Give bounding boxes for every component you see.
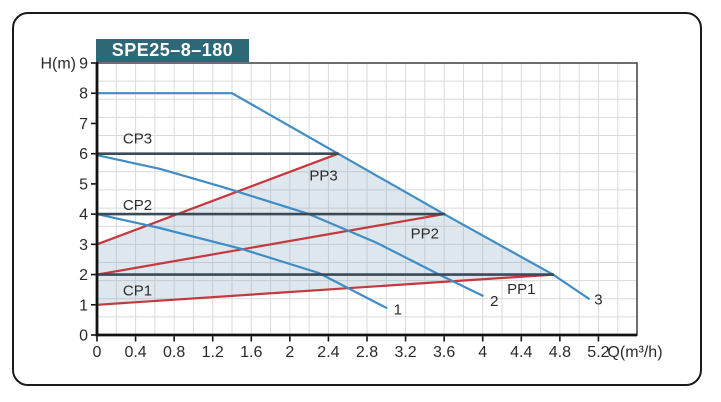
chart-title-box: SPE25–8–180 — [96, 39, 249, 62]
x-tick-label: 2.4 — [317, 344, 339, 361]
y-tick-label: 9 — [79, 56, 88, 73]
series-1 — [95, 213, 388, 309]
x-tick-label: 2 — [285, 344, 294, 361]
curve-label-PP2: PP2 — [411, 225, 439, 242]
x-tick-label: 0.4 — [124, 344, 146, 361]
x-axis-title: Q(m³/h) — [607, 344, 662, 361]
curve-label-1: 1 — [394, 301, 402, 318]
x-tick-label: 2.8 — [356, 344, 378, 361]
curve-label-2: 2 — [490, 293, 498, 310]
x-tick-label: 4.8 — [549, 344, 571, 361]
y-tick-label: 1 — [79, 297, 88, 314]
y-tick-label: 7 — [79, 116, 88, 133]
curve-label-CP1: CP1 — [123, 282, 152, 299]
x-tick-label: 1.6 — [240, 344, 262, 361]
x-tick-label: 3.2 — [394, 344, 416, 361]
series-3 — [95, 92, 590, 300]
x-tick-label: 0 — [93, 344, 102, 361]
y-axis-title: H(m) — [40, 56, 76, 73]
outer-frame — [12, 12, 702, 386]
x-tick-label: 1.2 — [202, 344, 224, 361]
chart-title: SPE25–8–180 — [111, 40, 234, 60]
y-tick-label: 3 — [79, 237, 88, 254]
y-tick-label: 2 — [79, 267, 88, 284]
y-tick-label: 8 — [79, 86, 88, 103]
curve-label-PP3: PP3 — [309, 167, 337, 184]
x-tick-label: 4.4 — [510, 344, 532, 361]
x-tick-label: 5.2 — [587, 344, 609, 361]
x-tick-label: 0.8 — [163, 344, 185, 361]
series-PP2 — [95, 213, 446, 276]
curve-label-PP1: PP1 — [507, 281, 535, 298]
curve-label-3: 3 — [594, 291, 602, 308]
y-tick-label: 5 — [79, 176, 88, 193]
y-tick-label: 4 — [79, 207, 88, 224]
x-tick-label: 4 — [478, 344, 487, 361]
x-tick-label: 3.6 — [433, 344, 455, 361]
shaded-region-operating-range — [97, 153, 554, 305]
series-PP1 — [95, 273, 555, 306]
y-tick-label: 0 — [79, 328, 88, 345]
curve-label-CP3: CP3 — [123, 131, 152, 148]
series-PP3 — [95, 152, 340, 246]
curve-label-CP2: CP2 — [123, 197, 152, 214]
y-tick-label: 6 — [79, 146, 88, 163]
